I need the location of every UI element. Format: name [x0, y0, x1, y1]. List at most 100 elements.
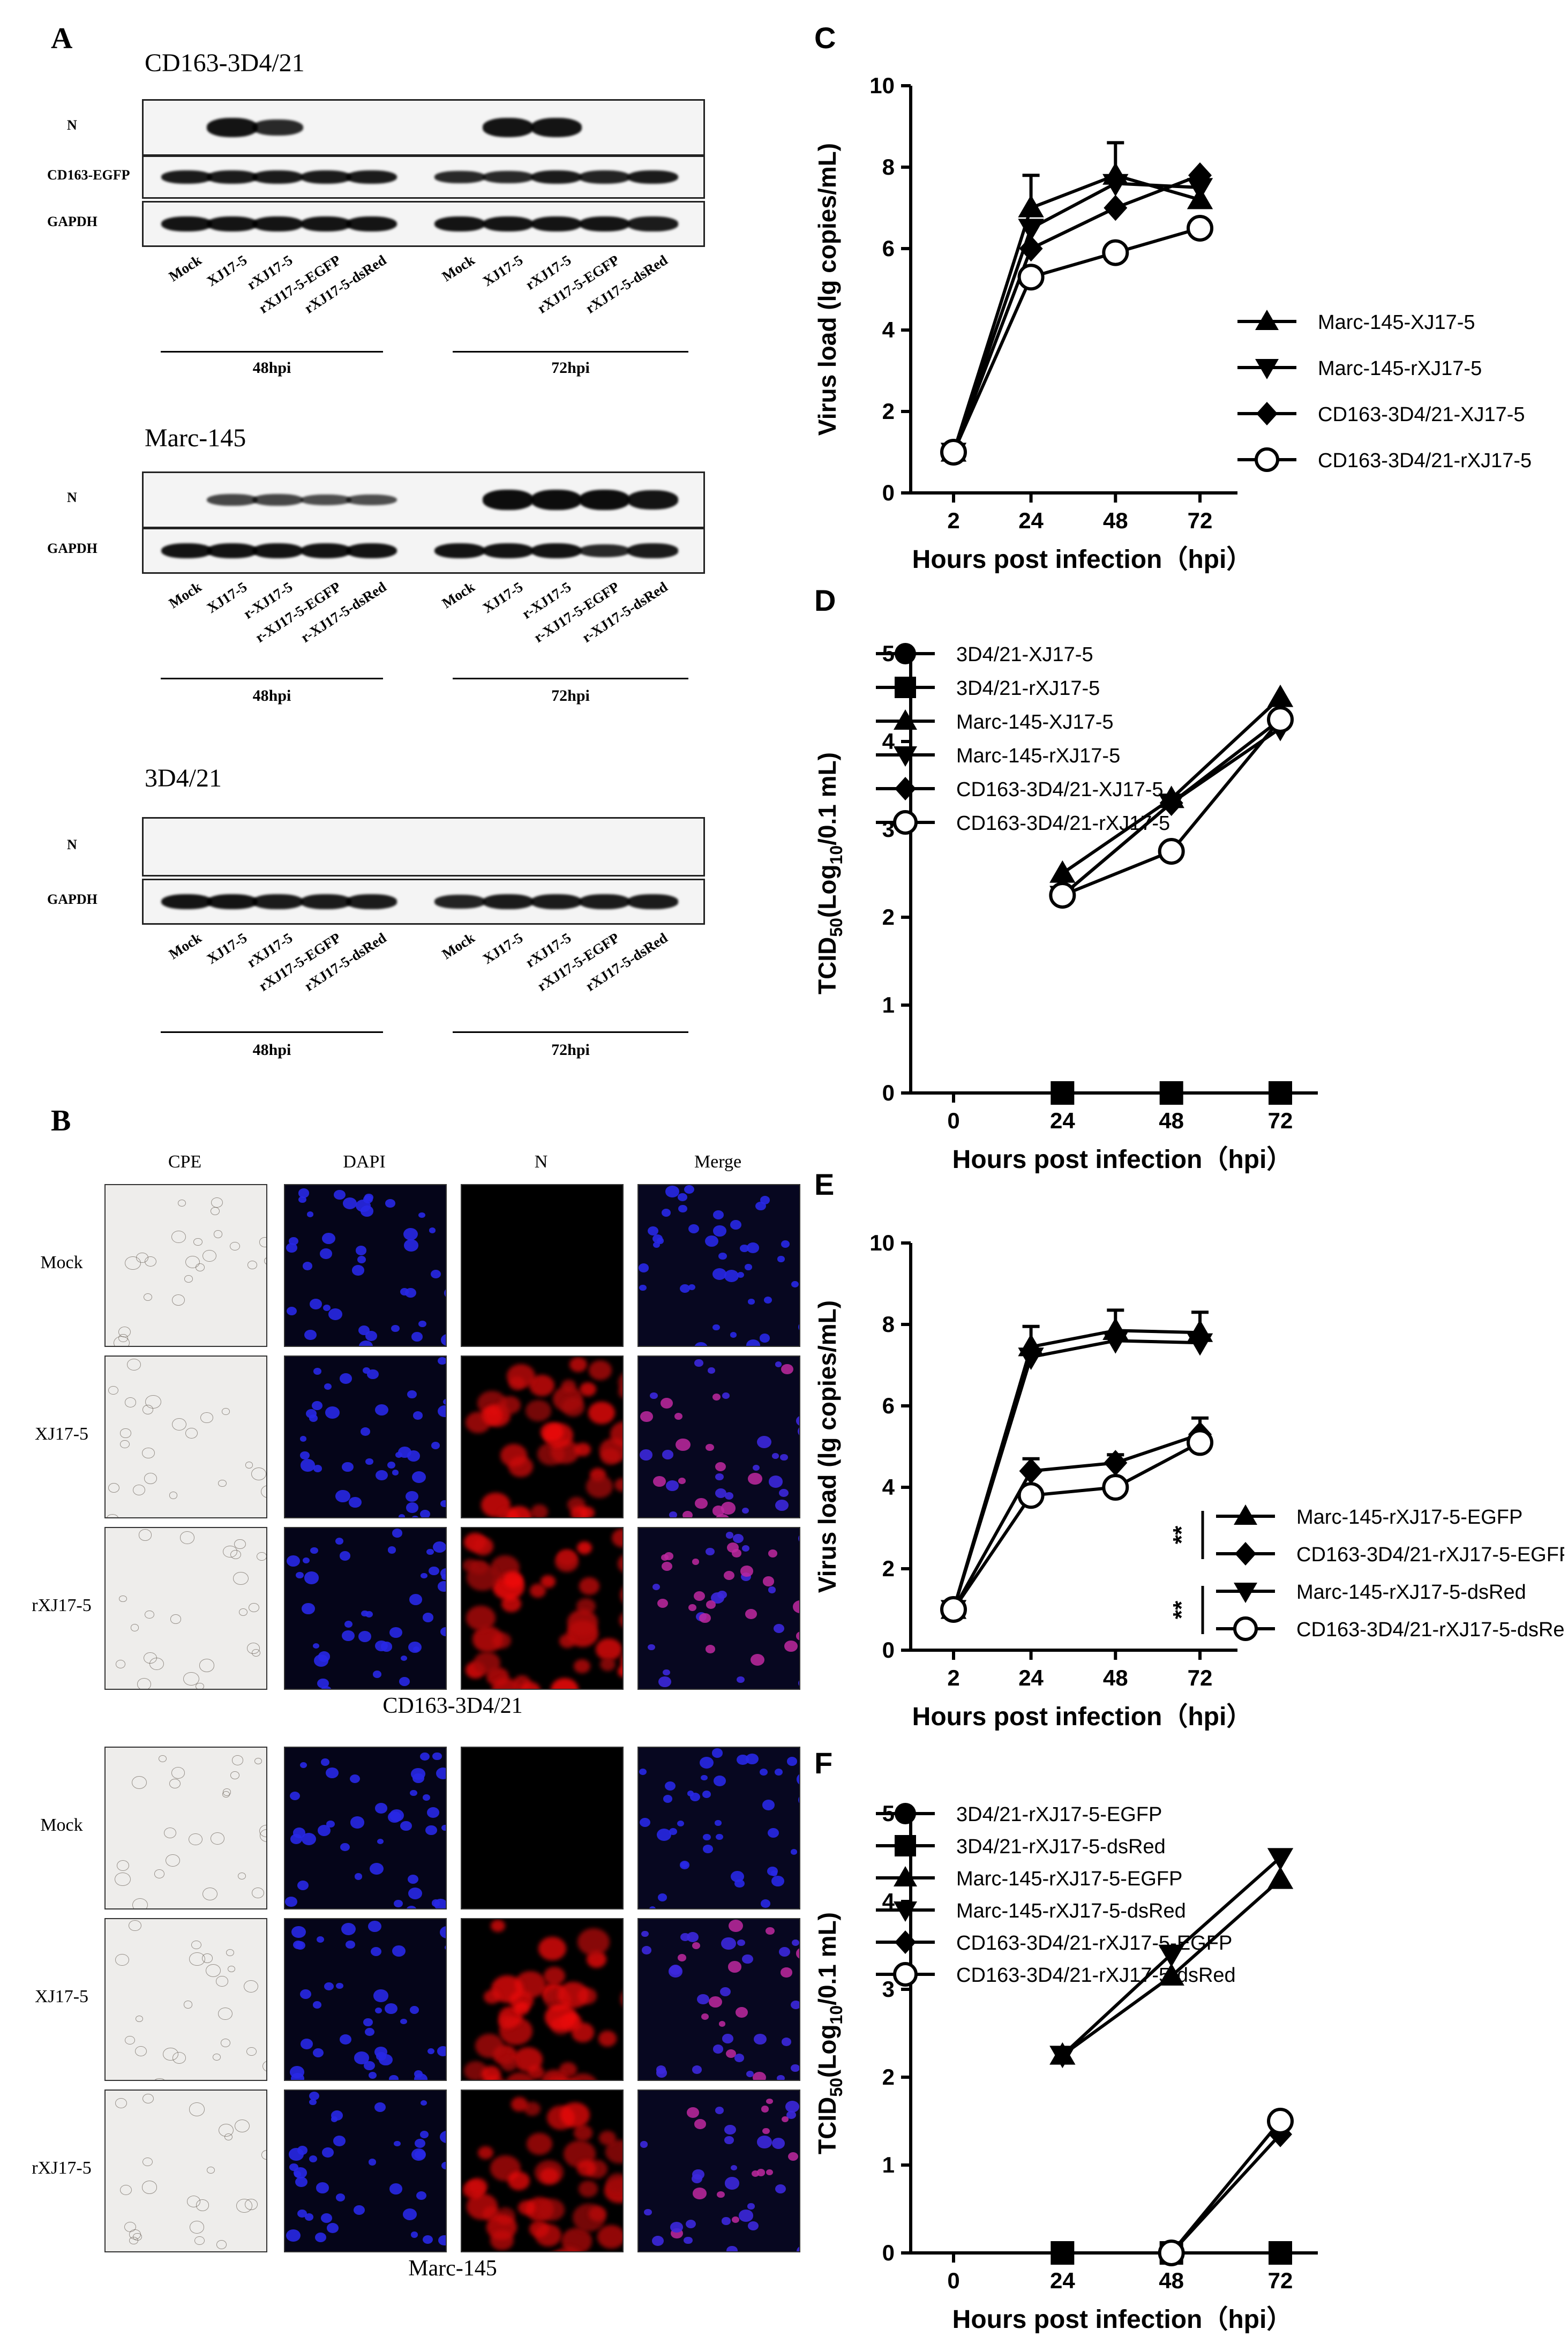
cell-nucleus — [639, 1449, 652, 1461]
cell-nucleus — [296, 1571, 304, 1579]
cell-nucleus — [614, 1478, 622, 1492]
x-axis-label: Hours post infection（hpi） — [952, 1145, 1293, 1174]
cell-nucleus — [392, 1528, 403, 1538]
blot-band — [530, 170, 582, 184]
cell-nucleus — [751, 2170, 759, 2177]
cell-nucleus — [617, 1665, 622, 1678]
cell-nucleus — [761, 2106, 769, 2113]
cell-nucleus — [679, 1861, 690, 1870]
if-image-cpe — [104, 2090, 267, 2252]
cell-nucleus — [202, 1249, 217, 1262]
cell-nucleus — [251, 1467, 266, 1481]
significance-mark: ** — [1168, 1600, 1195, 1619]
cell-nucleus — [722, 2217, 731, 2225]
cell-nucleus — [663, 1795, 673, 1803]
cell-nucleus — [189, 1952, 205, 1966]
cell-nucleus — [514, 2002, 530, 2015]
cell-nucleus — [796, 1773, 799, 1786]
cell-nucleus — [742, 1954, 754, 1964]
cell-nucleus — [211, 1197, 223, 1208]
cell-nucleus — [726, 1542, 739, 1553]
data-point — [1269, 2241, 1292, 2265]
cell-nucleus — [124, 2221, 137, 2233]
data-point — [1187, 215, 1213, 242]
cell-nucleus — [372, 1671, 381, 1678]
cell-nucleus — [706, 1443, 715, 1451]
blot-band — [346, 216, 397, 232]
cell-nucleus — [437, 2046, 446, 2056]
cell-nucleus — [472, 1537, 494, 1556]
cell-nucleus — [206, 2166, 215, 2174]
cell-nucleus — [134, 2046, 147, 2057]
cell-nucleus — [259, 1829, 266, 1842]
series-CD163-3D4/21-rXJ17-5 — [940, 215, 1213, 466]
cell-nucleus — [428, 1566, 439, 1576]
series-line — [1062, 850, 1172, 897]
series-CD163-3D4/21-rXJ17-5-dsRed — [940, 1429, 1213, 1623]
cell-nucleus — [409, 1594, 423, 1606]
cell-nucleus — [128, 1920, 141, 1931]
data-point — [1051, 1081, 1075, 1105]
if-image-merge — [637, 1918, 800, 2081]
cell-nucleus — [348, 1497, 362, 1508]
cell-nucleus — [427, 2048, 435, 2054]
data-point — [1104, 194, 1128, 221]
data-point — [1102, 1331, 1129, 1354]
cell-nucleus — [163, 1827, 177, 1838]
cell-nucleus — [775, 2184, 786, 2194]
cell-nucleus — [236, 2199, 252, 2213]
series-line — [952, 1494, 1033, 1611]
cell-nucleus — [411, 1516, 419, 1517]
series-CD163-3D4/21-rXJ17-5 — [1049, 706, 1294, 909]
legend-label: CD163-3D4/21-rXJ17-5-dsRed — [956, 1964, 1236, 1987]
cell-nucleus — [143, 1293, 153, 1301]
cell-nucleus — [540, 2167, 559, 2183]
data-point — [1267, 2108, 1294, 2135]
cell-nucleus — [184, 2001, 193, 2009]
cell-nucleus — [545, 2003, 577, 2031]
cell-nucleus — [690, 1792, 701, 1801]
cell-nucleus — [798, 1678, 799, 1688]
cell-nucleus — [676, 1438, 691, 1451]
blot-band — [252, 493, 303, 506]
cell-nucleus — [374, 1802, 388, 1814]
legend-label: 3D4/21-rXJ17-5 — [956, 677, 1100, 700]
cell-nucleus — [717, 1590, 727, 1599]
y-tick-label: 2 — [882, 1556, 895, 1581]
cell-nucleus — [196, 1682, 204, 1689]
if-image-merge — [637, 2090, 800, 2252]
cell-nucleus — [492, 1678, 520, 1689]
cell-nucleus — [483, 1989, 500, 2004]
cell-nucleus — [125, 1256, 141, 1270]
cell-nucleus — [184, 1275, 193, 1283]
cell-nucleus — [701, 1774, 708, 1781]
cell-nucleus — [300, 1762, 307, 1769]
cell-nucleus — [264, 1256, 266, 1265]
legend-marker — [895, 1930, 916, 1954]
cell-nucleus — [697, 1994, 709, 2004]
cell-nucleus — [788, 2152, 799, 2161]
cell-nucleus — [708, 1996, 722, 2008]
panel-b-letter: B — [51, 1104, 71, 1137]
cell-nucleus — [437, 1357, 446, 1365]
cell-nucleus — [777, 1256, 785, 1262]
cell-nucleus — [394, 1899, 403, 1908]
cell-nucleus — [423, 1794, 430, 1801]
cell-nucleus — [387, 1462, 396, 1469]
cell-nucleus — [651, 2235, 664, 2246]
cell-nucleus — [440, 1334, 446, 1346]
data-point — [1158, 1944, 1184, 1967]
cell-nucleus — [309, 2155, 317, 2162]
cell-nucleus — [331, 2110, 343, 2121]
series-line — [1030, 174, 1116, 209]
cell-nucleus — [322, 1232, 335, 1244]
cell-nucleus — [444, 1944, 446, 1951]
cell-nucleus — [351, 1265, 364, 1276]
blot-strip — [142, 471, 705, 528]
cell-nucleus — [617, 1553, 622, 1575]
cell-nucleus — [669, 1511, 678, 1517]
cell-nucleus — [377, 1838, 384, 1845]
series-line — [1030, 251, 1116, 279]
cell-nucleus — [715, 1462, 726, 1472]
if-image-dapi — [284, 1527, 447, 1690]
